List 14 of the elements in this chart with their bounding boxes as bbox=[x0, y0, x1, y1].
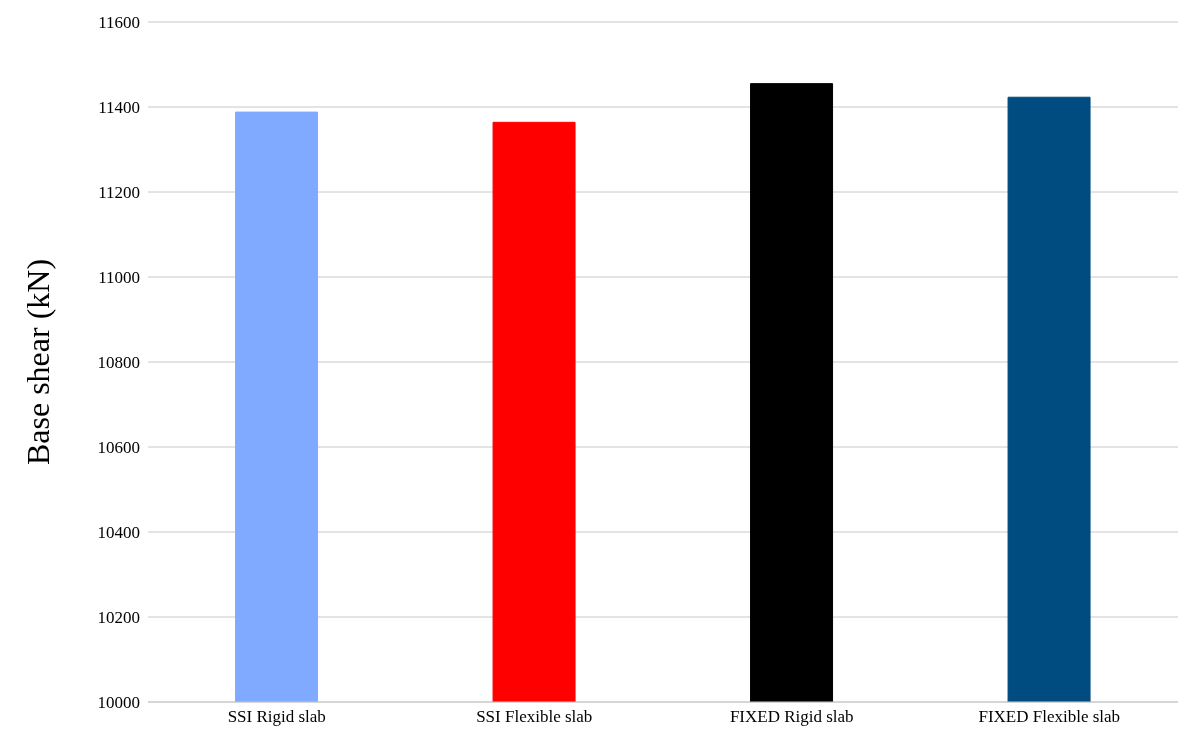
x-tick-label: FIXED Flexible slab bbox=[978, 707, 1121, 727]
y-tick-label: 11200 bbox=[98, 183, 140, 203]
y-tick-label: 10000 bbox=[97, 693, 140, 713]
x-tick-label: SSI Flexible slab bbox=[476, 707, 593, 727]
y-tick-label: 10400 bbox=[97, 523, 140, 543]
y-tick-label: 10800 bbox=[97, 353, 140, 373]
x-tick-label: SSI Rigid slab bbox=[227, 707, 326, 727]
y-axis-title: Base shear (kN) bbox=[20, 258, 57, 466]
y-tick-label: 11400 bbox=[98, 98, 140, 118]
x-tick-label: FIXED Rigid slab bbox=[729, 707, 854, 727]
y-tick-label: 11600 bbox=[98, 13, 140, 33]
y-tick-label: 10600 bbox=[97, 438, 140, 458]
y-tick-label: 11000 bbox=[98, 268, 140, 288]
y-tick-label: 10200 bbox=[97, 608, 140, 628]
